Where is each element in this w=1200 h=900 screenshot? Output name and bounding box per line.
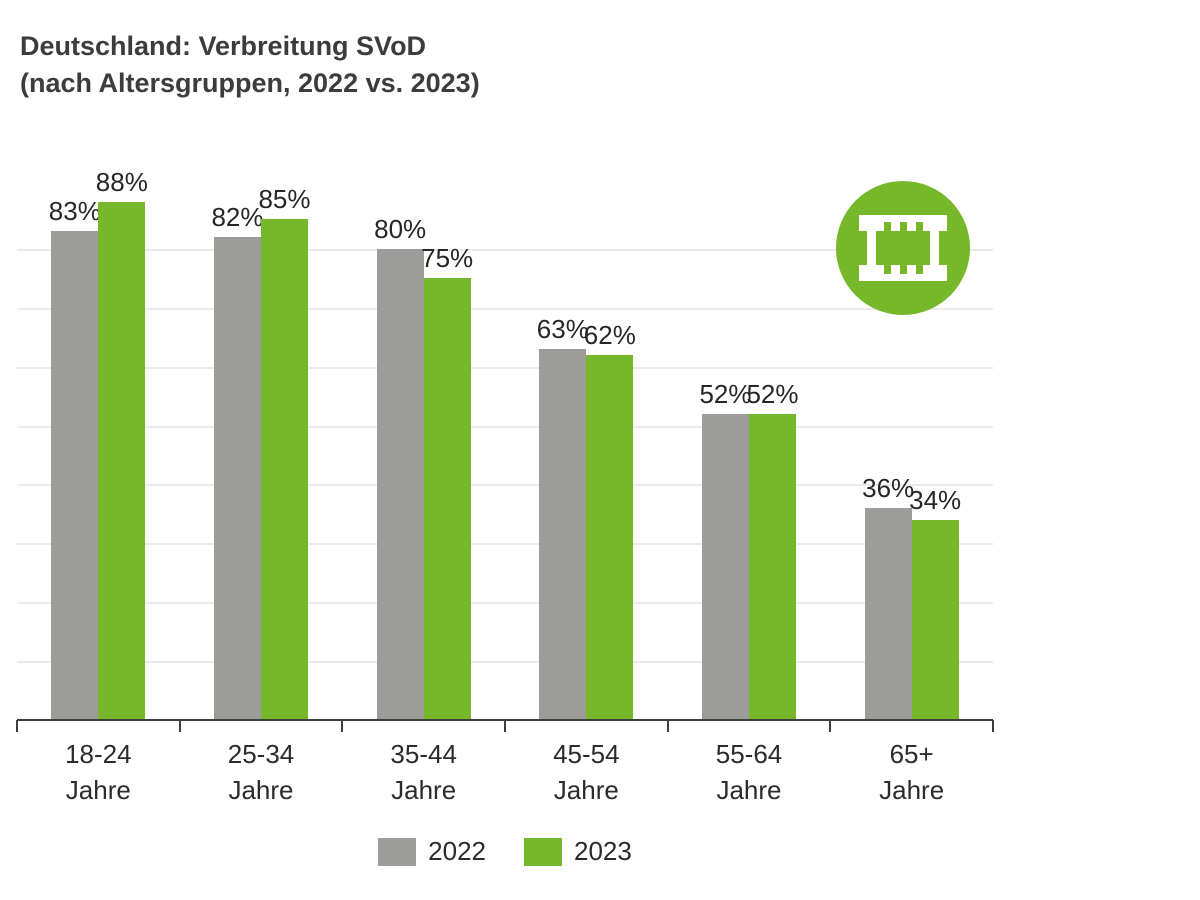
bar-value-label-2022-45-54: 63% — [536, 313, 589, 344]
bar-2022-65+ — [864, 507, 912, 720]
legend-item-2022: 2022 — [378, 836, 486, 867]
bar-value-label-2023-25-34: 85% — [258, 184, 311, 215]
gridline-20pct — [17, 602, 993, 605]
chart-title-line2: (nach Altersgruppen, 2022 vs. 2023) — [20, 68, 480, 98]
bar-2023-45-54 — [586, 354, 634, 720]
x-axis-tick-4 — [666, 720, 669, 732]
bar-2022-25-34 — [214, 237, 261, 720]
gridline-10pct — [17, 661, 993, 664]
category-range: 45-54 — [553, 739, 620, 769]
category-unit: Jahre — [716, 775, 782, 805]
bar-value-label-2022-25-34: 82% — [211, 202, 264, 233]
bar-2022-45-54 — [539, 348, 587, 720]
bar-2023-65+ — [911, 519, 959, 720]
bar-value-label-2023-55-64: 52% — [746, 378, 799, 409]
category-range: 18-24 — [65, 739, 132, 769]
legend-swatch-2023 — [524, 837, 562, 866]
category-range: 25-34 — [227, 739, 295, 769]
category-unit: Jahre — [65, 775, 131, 805]
category-label-25-34: 25-34 Jahre — [228, 736, 295, 808]
gridline-70pct — [17, 307, 993, 310]
legend-item-2023: 2023 — [524, 836, 632, 867]
category-range: 35-44 — [390, 739, 457, 769]
bar-2022-35-44 — [376, 248, 424, 720]
bar-2022-55-64 — [702, 413, 749, 720]
bar-2023-35-44 — [423, 278, 471, 720]
x-axis-tick-0 — [16, 720, 18, 732]
x-axis-tick-3 — [504, 720, 506, 732]
chart-title-line1: Deutschland: Verbreitung SVoD — [20, 31, 427, 61]
gridline-40pct — [17, 484, 993, 487]
category-unit: Jahre — [553, 775, 619, 805]
bar-2023-25-34 — [261, 219, 308, 720]
x-axis-tick-5 — [829, 720, 832, 732]
bar-2023-55-64 — [749, 413, 796, 720]
legend-swatch-2022 — [378, 837, 417, 866]
category-unit: Jahre — [879, 775, 945, 805]
bar-2022-18-24 — [51, 231, 99, 720]
category-label-55-64: 55-64 Jahre — [716, 736, 783, 808]
gridline-60pct — [17, 366, 993, 369]
x-axis-tick-2 — [341, 720, 344, 732]
category-label-18-24: 18-24 Jahre — [65, 736, 132, 808]
category-range: 55-64 — [715, 739, 783, 769]
bar-value-label-2022-35-44: 80% — [374, 213, 427, 244]
chart-title: Deutschland: Verbreitung SVoD (nach Alte… — [20, 28, 480, 102]
legend-label-2023: 2023 — [574, 836, 632, 866]
bar-2023-18-24 — [98, 201, 146, 720]
bar-value-label-2023-35-44: 75% — [421, 243, 474, 274]
bar-value-label-2022-55-64: 52% — [699, 378, 752, 409]
x-axis-tick-1 — [178, 720, 181, 732]
bar-value-label-2022-18-24: 83% — [48, 196, 101, 227]
legend-label-2022: 2022 — [428, 836, 486, 866]
category-unit: Jahre — [228, 775, 294, 805]
chart-legend: 2022 2023 — [17, 836, 993, 867]
category-label-65+: 65+ Jahre — [879, 736, 944, 808]
category-range: 65+ — [889, 739, 934, 769]
film-icon-badge — [836, 181, 970, 315]
gridline-80pct — [17, 248, 993, 251]
category-label-45-54: 45-54 Jahre — [553, 736, 620, 808]
bar-value-label-2022-65+: 36% — [862, 472, 915, 503]
bar-value-label-2023-65+: 34% — [909, 484, 962, 515]
bar-value-label-2023-18-24: 88% — [95, 166, 148, 197]
film-strip-icon — [859, 215, 947, 281]
gridline-30pct — [17, 543, 993, 546]
category-label-35-44: 35-44 Jahre — [390, 736, 457, 808]
x-axis-tick-6 — [992, 720, 994, 732]
bar-value-label-2023-45-54: 62% — [583, 319, 636, 350]
category-unit: Jahre — [391, 775, 457, 805]
gridline-50pct — [17, 425, 993, 428]
